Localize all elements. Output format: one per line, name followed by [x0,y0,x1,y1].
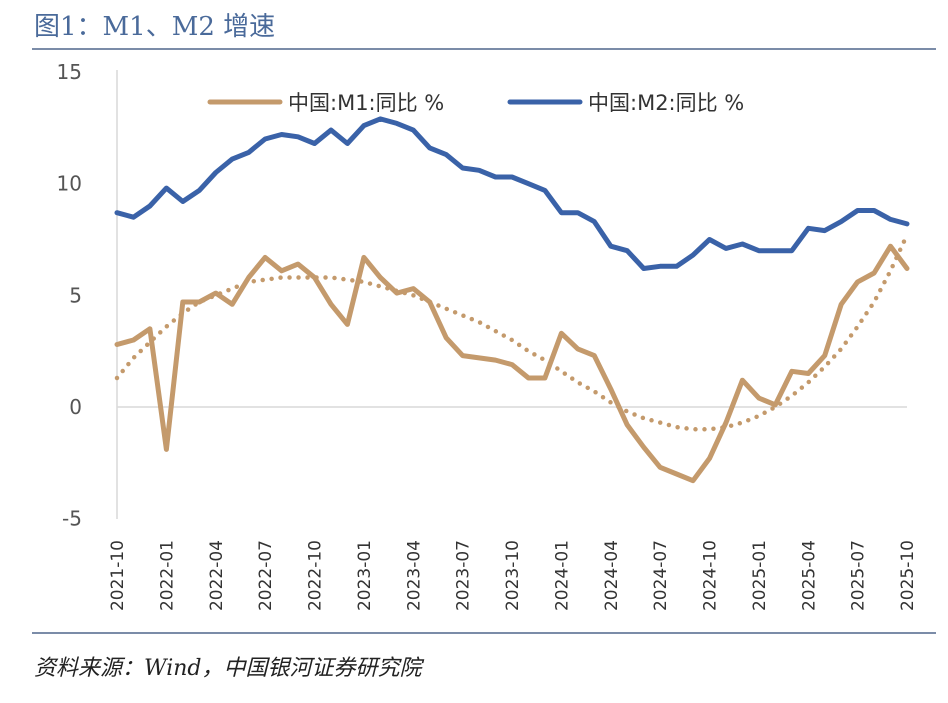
x-tick-label: 2022-04 [207,540,227,611]
y-tick-label: 10 [57,172,82,196]
x-tick-label: 2022-10 [306,540,326,611]
x-tick-label: 2025-10 [898,540,918,611]
m1-trend-line [114,232,910,432]
x-tick-label: 2024-10 [701,540,721,611]
chart-legend: 中国:M1:同比 % 中国:M2:同比 % [207,91,744,115]
legend-m2-label: 中国:M2:同比 % [588,91,744,115]
m2-series-line [114,116,910,271]
x-tick-label: 2024-07 [651,540,671,611]
x-tick-labels: 2021-10 2022-01 2022-04 2022-07 2022-10 2023-… [108,540,918,611]
y-tick-label: -5 [62,507,82,531]
x-tick-label: 2023-10 [503,540,523,611]
x-tick-label: 2021-10 [108,540,128,611]
x-tick-label: 2024-04 [602,540,622,611]
source-rule [32,632,936,634]
figure-title: 图1：M1、M2 增速 [34,12,276,42]
source-note: 资料来源：Wind，中国银河证券研究院 [34,656,422,681]
x-tick-label: 2023-07 [454,540,474,611]
y-tick-label: 5 [69,283,82,307]
x-tick-label: 2023-04 [404,540,424,611]
title-rule [32,48,936,50]
x-tick-label: 2024-01 [552,540,572,611]
x-tick-label: 2025-04 [799,540,819,611]
legend-m1-label: 中国:M1:同比 % [288,91,444,115]
y-tick-label: 15 [57,60,82,84]
y-tick-label: 0 [69,395,82,419]
x-tick-label: 2025-07 [849,540,869,611]
chart-series [114,116,910,484]
x-tick-label: 2023-01 [355,540,375,611]
x-tick-label: 2025-01 [750,540,770,611]
x-tick-label: 2022-01 [157,540,177,611]
x-tick-label: 2022-07 [256,540,276,611]
y-tick-labels: -5 0 5 10 15 [57,60,82,531]
m1-series-line [114,243,910,484]
